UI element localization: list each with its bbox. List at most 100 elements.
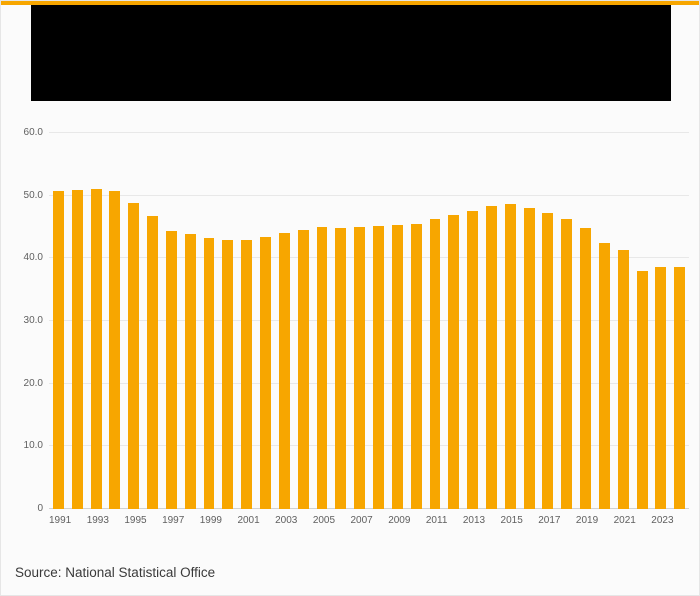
bar-1992 bbox=[71, 190, 83, 509]
bar-2002 bbox=[260, 237, 271, 509]
bar-slot bbox=[614, 133, 633, 509]
bar-2014 bbox=[486, 206, 497, 509]
x-axis-tick-label: 1999 bbox=[199, 515, 222, 526]
bar-slot bbox=[256, 133, 275, 509]
y-axis-tick-label: 40.0 bbox=[23, 252, 43, 264]
x-axis-tick-label bbox=[297, 515, 312, 531]
x-axis-tick-label bbox=[447, 515, 462, 531]
x-axis-tick-label bbox=[523, 515, 538, 531]
bar-slot bbox=[520, 133, 539, 509]
bar-slot bbox=[633, 133, 652, 509]
bar-slot bbox=[576, 133, 595, 509]
bar-2001 bbox=[241, 239, 253, 509]
bar-slot bbox=[350, 133, 369, 509]
gridline bbox=[49, 194, 689, 196]
x-axis-tick-label bbox=[410, 515, 425, 531]
gridline bbox=[49, 257, 689, 259]
y-axis-tick-label: 30.0 bbox=[23, 315, 43, 326]
x-axis-tick-label bbox=[184, 515, 199, 531]
bar-2016 bbox=[523, 208, 535, 509]
bar-2017 bbox=[542, 213, 554, 509]
x-axis-tick-label: 2009 bbox=[388, 515, 411, 526]
x-axis-tick-label bbox=[485, 515, 500, 531]
x-axis-tick-label: 1991 bbox=[49, 515, 72, 526]
bar-1993 bbox=[90, 188, 102, 509]
bar-slot bbox=[181, 133, 200, 509]
y-axis-tick-label: 20.0 bbox=[23, 377, 43, 389]
bar-slot bbox=[275, 133, 294, 509]
bar-2008 bbox=[373, 225, 384, 509]
x-axis-tick-label: 2001 bbox=[237, 515, 260, 526]
x-axis-tick-label bbox=[71, 515, 86, 531]
bar-1998 bbox=[184, 233, 196, 509]
source-label: Source: National Statistical Office bbox=[15, 565, 216, 580]
x-axis-tick-label: 2023 bbox=[651, 515, 674, 526]
x-axis-tick-label: 2007 bbox=[350, 515, 373, 526]
bar-slot bbox=[313, 133, 332, 509]
bar-slot bbox=[124, 133, 143, 509]
x-axis-tick-label bbox=[260, 515, 275, 531]
bar-slot bbox=[463, 133, 482, 509]
bar-slot bbox=[557, 133, 576, 509]
x-axis-tick-label: 2011 bbox=[425, 515, 448, 526]
x-axis-tick-label: 1997 bbox=[162, 515, 185, 526]
gridline bbox=[49, 320, 689, 321]
header-banner bbox=[31, 5, 671, 101]
bar-1999 bbox=[203, 237, 215, 509]
bar-2020 bbox=[598, 243, 610, 509]
bar-2004 bbox=[297, 229, 309, 509]
bar-2009 bbox=[391, 225, 403, 509]
x-axis-tick-label bbox=[373, 515, 388, 531]
x-axis-tick-label bbox=[560, 515, 575, 531]
bar-slot bbox=[595, 133, 614, 509]
x-axis: 1991 1993 1995 1997 1999 2001 2003 2005 2007 2009… bbox=[49, 515, 689, 531]
bar-1994 bbox=[109, 191, 121, 509]
bar-slot bbox=[482, 133, 501, 509]
gridline bbox=[49, 132, 689, 133]
bar-slot bbox=[501, 133, 520, 509]
bar-2000 bbox=[222, 239, 234, 509]
gridline bbox=[49, 508, 689, 509]
bar-1995 bbox=[128, 203, 140, 509]
y-axis-tick-label: 0 bbox=[37, 503, 43, 514]
x-axis-tick-label bbox=[335, 515, 350, 531]
bar-2011 bbox=[429, 219, 441, 509]
y-axis-tick-label: 60.0 bbox=[23, 127, 43, 138]
bar-2007 bbox=[354, 227, 366, 509]
bar-slot bbox=[143, 133, 162, 509]
bar-2003 bbox=[278, 233, 290, 509]
bar-2021 bbox=[617, 250, 629, 509]
gridline bbox=[49, 445, 689, 447]
bar-slot bbox=[87, 133, 106, 509]
x-axis-tick-label bbox=[674, 515, 689, 531]
y-axis-tick-label: 10.0 bbox=[23, 440, 43, 452]
bar-2010 bbox=[410, 223, 422, 509]
bar-slot bbox=[331, 133, 350, 509]
bar-2024 bbox=[674, 267, 686, 509]
x-axis-tick-label bbox=[147, 515, 162, 531]
x-axis-tick-label: 1995 bbox=[124, 515, 147, 526]
x-axis-tick-label bbox=[222, 515, 237, 531]
bar-slot bbox=[369, 133, 388, 509]
bar-slot bbox=[388, 133, 407, 509]
bar-2006 bbox=[335, 227, 347, 509]
bar-slot bbox=[218, 133, 237, 509]
bar-slot bbox=[162, 133, 181, 509]
bar-2015 bbox=[504, 204, 516, 509]
y-axis-tick-label: 50.0 bbox=[23, 189, 43, 201]
x-axis-tick-label bbox=[598, 515, 613, 531]
bar-2005 bbox=[316, 227, 328, 509]
bar-2023 bbox=[655, 267, 667, 509]
x-axis-tick-label: 1993 bbox=[86, 515, 109, 526]
bar-slot bbox=[670, 133, 689, 509]
bar-slot bbox=[426, 133, 445, 509]
plot-area bbox=[49, 132, 689, 509]
accent-top-stripe bbox=[1, 1, 699, 5]
bar-slot bbox=[200, 133, 219, 509]
bar-slot bbox=[105, 133, 124, 509]
x-axis-tick-label: 2017 bbox=[538, 515, 561, 526]
bar-slot bbox=[652, 133, 671, 509]
bar-2013 bbox=[467, 210, 479, 509]
bar-slot bbox=[539, 133, 558, 509]
